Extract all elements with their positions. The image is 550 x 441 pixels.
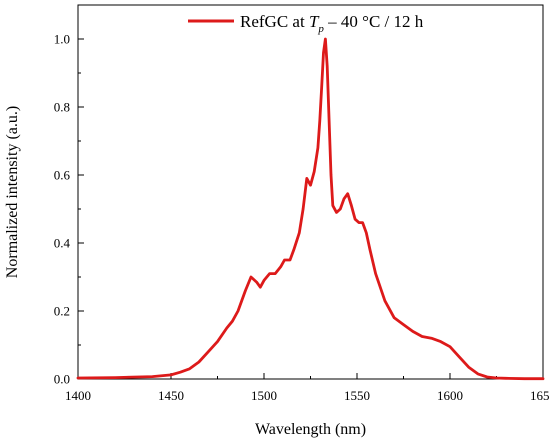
y-tick-label: 1.0 bbox=[54, 32, 70, 47]
series-layer bbox=[76, 37, 545, 381]
legend-label: RefGC at Tp – 40 °C / 12 h bbox=[240, 12, 424, 35]
y-tick-label: 0.4 bbox=[54, 236, 71, 251]
x-tick-label: 1400 bbox=[65, 388, 91, 403]
x-tick-label: 1600 bbox=[437, 388, 463, 403]
ticks bbox=[77, 38, 544, 380]
y-axis-title: Normalized intensity (a.u.) bbox=[4, 106, 21, 278]
plot-frame bbox=[77, 4, 544, 380]
legend-subscript: p bbox=[317, 23, 324, 35]
y-tick-label: 0.6 bbox=[54, 168, 71, 183]
x-tick-label: 1450 bbox=[158, 388, 184, 403]
y-tick-label: 0.8 bbox=[54, 100, 70, 115]
x-tick-label: 1550 bbox=[344, 388, 370, 403]
y-tick-label: 0.2 bbox=[54, 304, 70, 319]
series-line bbox=[76, 37, 545, 381]
x-axis-title: Wavelength (nm) bbox=[255, 421, 366, 438]
legend-suffix: – 40 °C / 12 h bbox=[324, 12, 424, 31]
legend-symbol: T bbox=[309, 12, 320, 31]
legend-prefix: RefGC at bbox=[240, 12, 309, 31]
y-tick-label: 0.0 bbox=[54, 372, 70, 387]
x-tick-label: 1500 bbox=[251, 388, 277, 403]
legend: RefGC at Tp – 40 °C / 12 h bbox=[188, 12, 424, 35]
